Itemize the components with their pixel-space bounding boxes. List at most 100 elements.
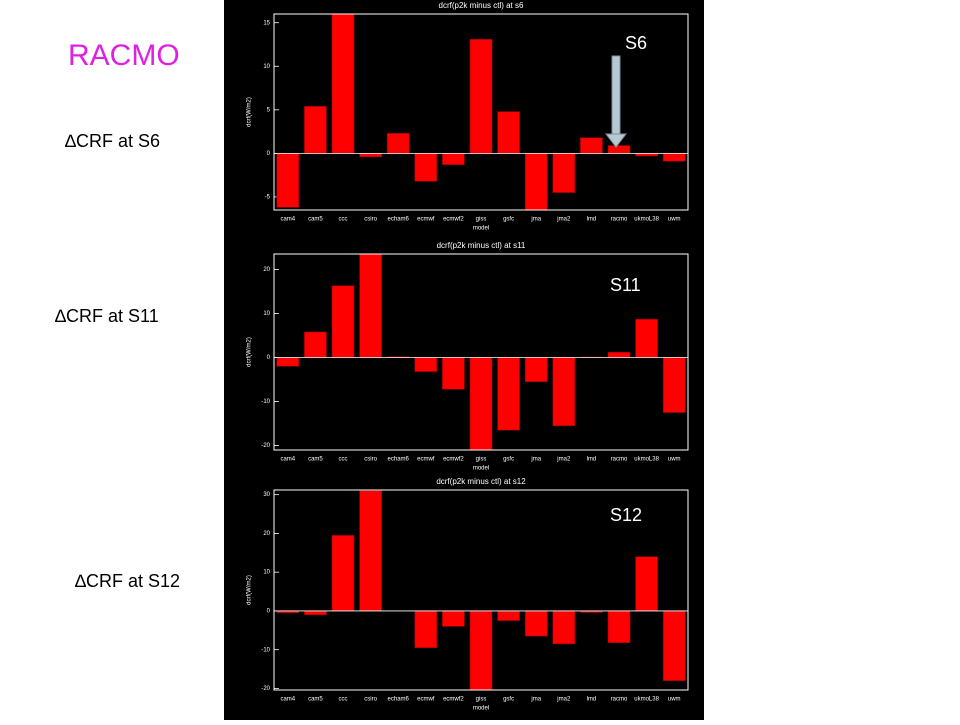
bar bbox=[580, 138, 602, 154]
bar bbox=[277, 153, 299, 207]
x-tick-label: racmo bbox=[611, 457, 628, 463]
y-tick-label: 10 bbox=[263, 64, 270, 70]
x-tick-label: ccc bbox=[339, 697, 348, 703]
x-tick-label: cam5 bbox=[308, 697, 323, 703]
x-tick-label: uwm bbox=[668, 217, 681, 223]
y-tick-label: -5 bbox=[265, 195, 271, 201]
bar bbox=[415, 611, 437, 648]
x-tick-label: ecmwf bbox=[417, 697, 435, 703]
x-tick-label: jma2 bbox=[556, 697, 571, 703]
x-tick-label: uwm bbox=[668, 697, 681, 703]
x-tick-label: ecmwf2 bbox=[443, 697, 464, 703]
x-tick-label: giss bbox=[476, 217, 487, 223]
bar bbox=[636, 319, 658, 357]
chart-title: dcrf(p2k minus ctl) at s11 bbox=[437, 241, 526, 250]
x-tick-label: cam5 bbox=[308, 217, 323, 223]
y-tick-label: 10 bbox=[263, 311, 270, 317]
x-axis-label: model bbox=[473, 226, 489, 232]
x-tick-label: jma bbox=[530, 697, 541, 703]
bar bbox=[553, 153, 575, 192]
x-tick-label: jma bbox=[530, 217, 541, 223]
x-tick-label: racmo bbox=[611, 217, 628, 223]
x-tick-label: csiro bbox=[364, 457, 377, 463]
x-tick-label: cam4 bbox=[280, 697, 295, 703]
bar bbox=[304, 611, 326, 615]
x-tick-label: ukmoL38 bbox=[634, 697, 659, 703]
x-axis-label: model bbox=[473, 706, 489, 712]
bar bbox=[553, 358, 575, 426]
x-tick-label: jma bbox=[530, 457, 541, 463]
slide-title: RACMO bbox=[68, 39, 180, 72]
bar bbox=[415, 153, 437, 181]
y-tick-label: 15 bbox=[263, 20, 270, 26]
x-tick-label: echam6 bbox=[388, 457, 410, 463]
y-tick-label: -20 bbox=[261, 443, 270, 449]
side-label: ∆CRF at S6 bbox=[65, 131, 160, 151]
bar bbox=[387, 133, 409, 153]
x-axis-label: model bbox=[473, 466, 489, 472]
side-label: ∆CRF at S11 bbox=[55, 306, 159, 326]
annotation: S12 bbox=[610, 505, 642, 525]
bar bbox=[663, 358, 685, 413]
x-tick-label: ukmoL38 bbox=[634, 217, 659, 223]
chart-title: dcrf(p2k minus ctl) at s6 bbox=[439, 1, 524, 10]
x-tick-label: echam6 bbox=[388, 697, 410, 703]
bar bbox=[663, 611, 685, 681]
bar bbox=[470, 611, 492, 690]
x-tick-label: jma2 bbox=[556, 217, 571, 223]
x-tick-label: gsfc bbox=[503, 217, 514, 223]
y-tick-label: -20 bbox=[261, 686, 270, 692]
y-tick-label: -10 bbox=[261, 399, 270, 405]
x-tick-label: giss bbox=[476, 697, 487, 703]
x-tick-label: cam4 bbox=[280, 217, 295, 223]
x-tick-label: gsfc bbox=[503, 697, 514, 703]
x-tick-label: csiro bbox=[364, 697, 377, 703]
x-tick-label: giss bbox=[476, 457, 487, 463]
x-tick-label: ecmwf bbox=[417, 217, 435, 223]
bar bbox=[636, 557, 658, 611]
bar bbox=[525, 611, 547, 636]
y-tick-label: 20 bbox=[263, 267, 270, 273]
x-tick-label: cam5 bbox=[308, 457, 323, 463]
bar bbox=[332, 286, 354, 358]
bar bbox=[498, 611, 520, 621]
bar bbox=[553, 611, 575, 644]
bar bbox=[304, 106, 326, 153]
bar bbox=[360, 254, 382, 358]
bar bbox=[470, 358, 492, 450]
bar bbox=[277, 358, 299, 367]
y-tick-label: 10 bbox=[263, 570, 270, 576]
x-tick-label: lmd bbox=[587, 217, 597, 223]
x-tick-label: echam6 bbox=[388, 217, 410, 223]
bar bbox=[332, 14, 354, 153]
y-axis-label: dcrf(W/m2) bbox=[247, 97, 253, 127]
bar bbox=[442, 358, 464, 390]
x-tick-label: ecmwf bbox=[417, 457, 435, 463]
bar bbox=[470, 39, 492, 153]
y-tick-label: 20 bbox=[263, 531, 270, 537]
x-tick-label: cam4 bbox=[280, 457, 295, 463]
x-tick-label: lmd bbox=[587, 457, 597, 463]
bar bbox=[663, 153, 685, 161]
bar bbox=[498, 358, 520, 431]
bar bbox=[360, 491, 382, 611]
side-label: ∆CRF at S12 bbox=[75, 571, 180, 591]
x-tick-label: racmo bbox=[611, 697, 628, 703]
x-tick-label: ccc bbox=[339, 217, 348, 223]
bar bbox=[442, 153, 464, 164]
bar bbox=[525, 358, 547, 382]
x-tick-label: lmd bbox=[587, 697, 597, 703]
bar bbox=[608, 146, 630, 154]
x-tick-label: uwm bbox=[668, 457, 681, 463]
annotation: S6 bbox=[625, 33, 647, 53]
x-tick-label: ecmwf2 bbox=[443, 217, 464, 223]
x-tick-label: ecmwf2 bbox=[443, 457, 464, 463]
chart-title: dcrf(p2k minus ctl) at s12 bbox=[436, 477, 526, 486]
y-tick-label: 30 bbox=[263, 492, 270, 498]
bar bbox=[525, 153, 547, 210]
y-tick-label: -10 bbox=[261, 647, 270, 653]
bar bbox=[415, 358, 437, 372]
x-tick-label: ccc bbox=[339, 457, 348, 463]
